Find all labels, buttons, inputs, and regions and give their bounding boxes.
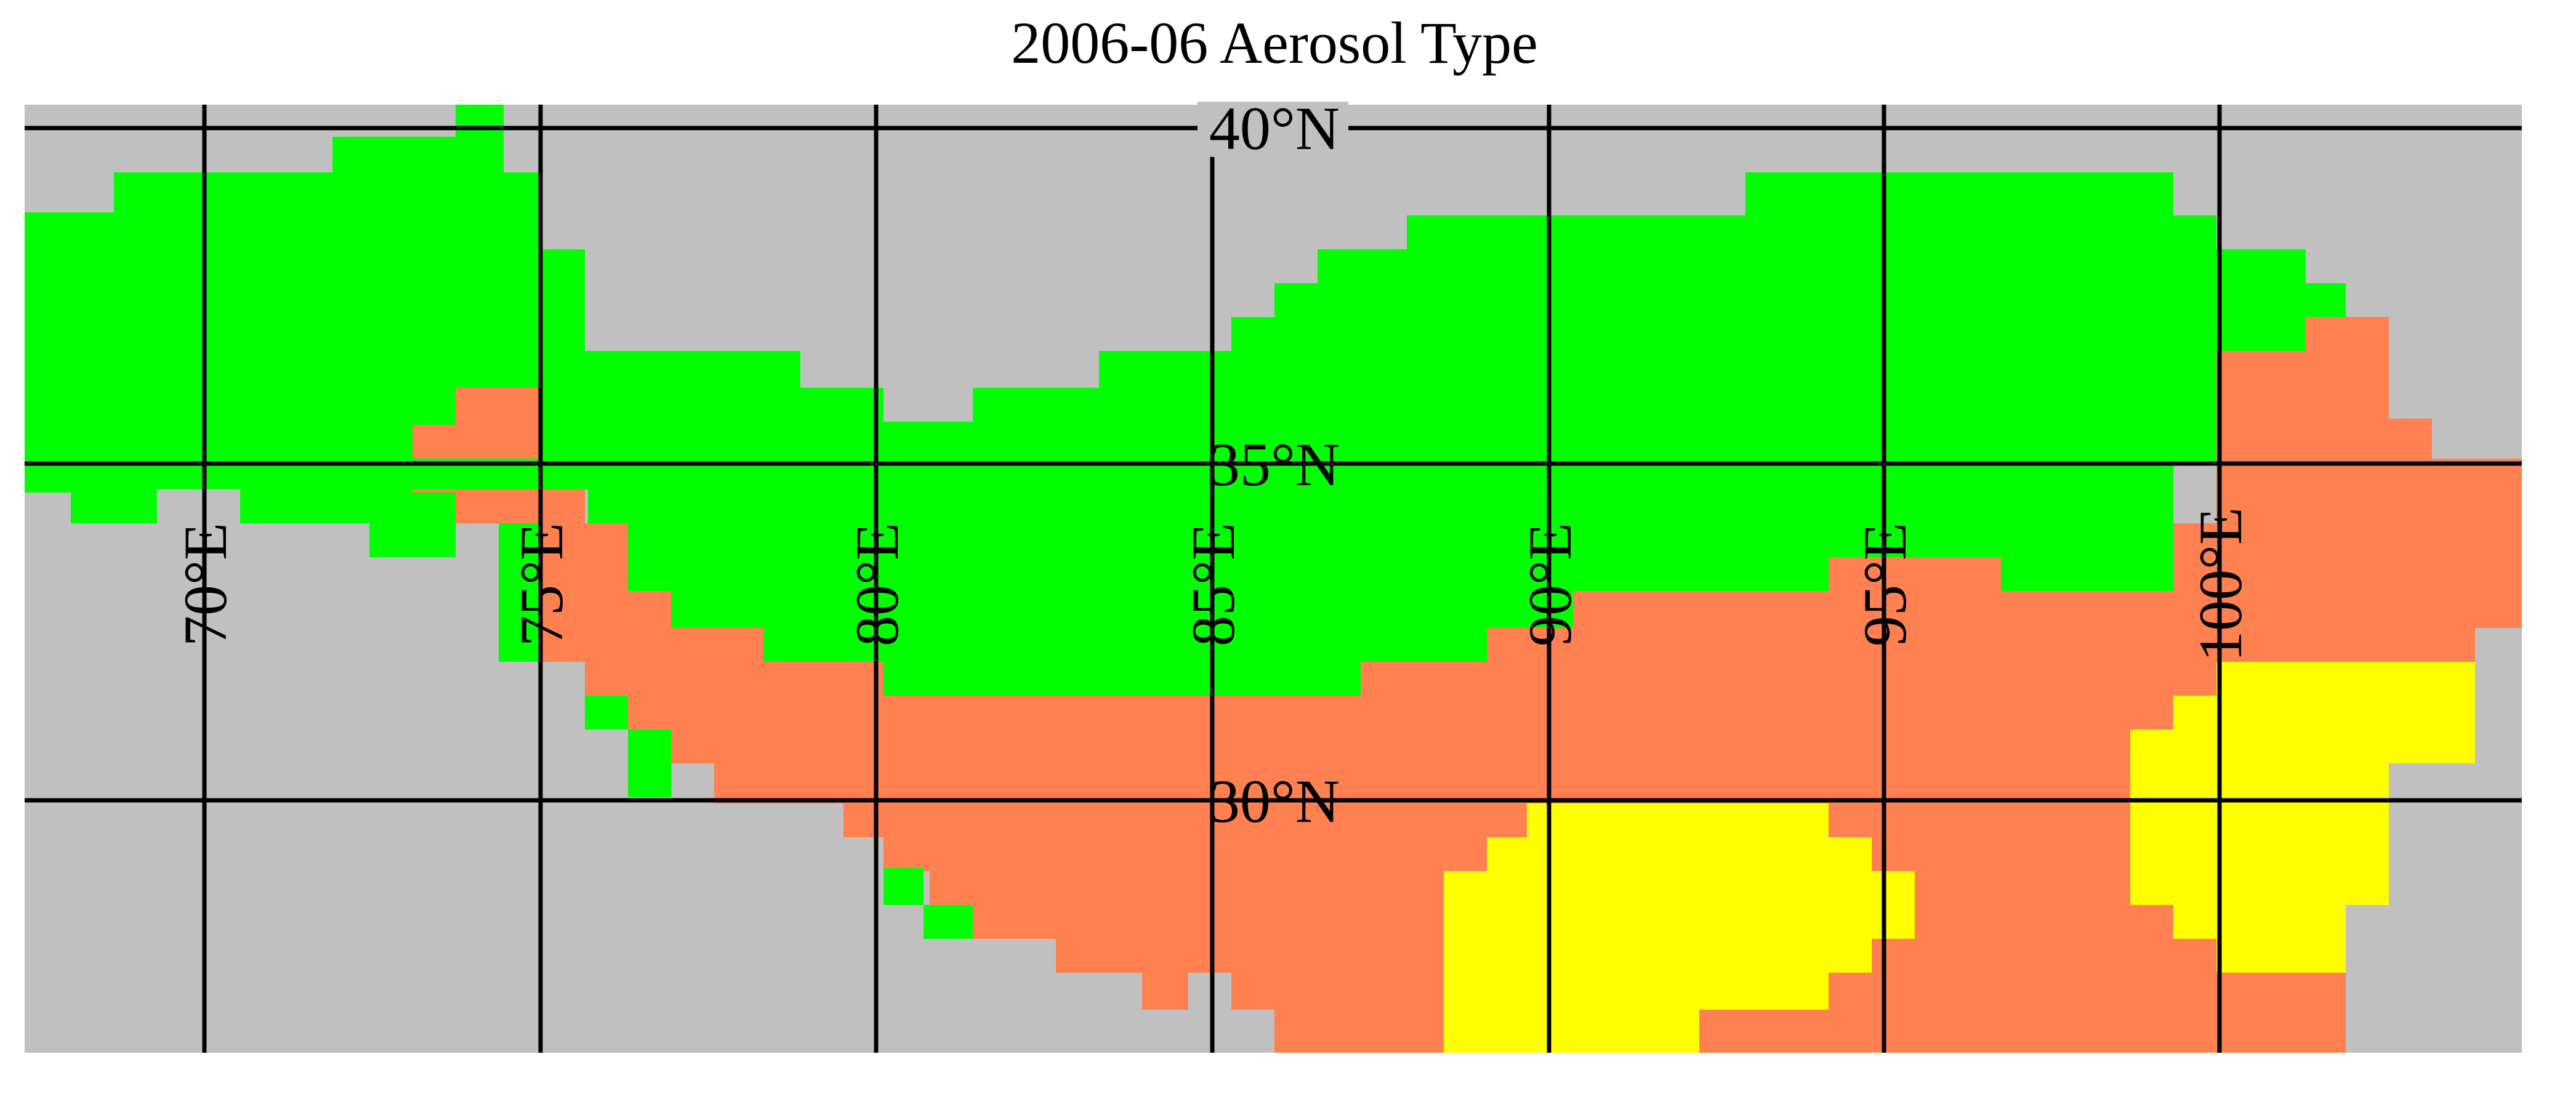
lat-label-bg [1197, 102, 1348, 157]
map-title: 2006-06 Aerosol Type [1011, 10, 1537, 76]
region-green-cell [628, 730, 671, 797]
region-green-cell [924, 905, 973, 939]
region-orange-main [413, 351, 2522, 1053]
lon-label-95: 95°E [1851, 523, 1919, 646]
lat-label-40: 40°N [1209, 94, 1340, 163]
aerosol-regions [25, 105, 2522, 1053]
lon-label-80: 80°E [843, 523, 911, 646]
lat-label-30: 30°N [1209, 767, 1340, 835]
region-yellow-central [1444, 803, 1915, 1053]
lon-label-75: 75°E [507, 523, 576, 646]
region-yellow-east [2130, 662, 2475, 973]
lat-label-35: 35°N [1209, 430, 1340, 499]
lon-label-85: 85°E [1179, 523, 1247, 646]
region-green-north [25, 105, 2389, 696]
lon-label-70: 70°E [171, 523, 239, 646]
lon-label-90: 90°E [1516, 523, 1584, 646]
region-green-west [25, 212, 114, 249]
map-panel: 40°N 35°N 30°N 70°E 75°E 80°E 85°E 90°E … [25, 94, 2522, 1053]
region-orange-east-edge [2306, 317, 2389, 351]
lon-labels: 70°E 75°E 80°E 85°E 90°E 95°E 100°E [171, 507, 2255, 662]
lon-label-100: 100°E [2186, 507, 2255, 662]
lat-labels: 40°N 35°N 30°N [1197, 94, 1348, 835]
region-green-cell [883, 868, 924, 905]
region-green-cell [585, 696, 628, 730]
